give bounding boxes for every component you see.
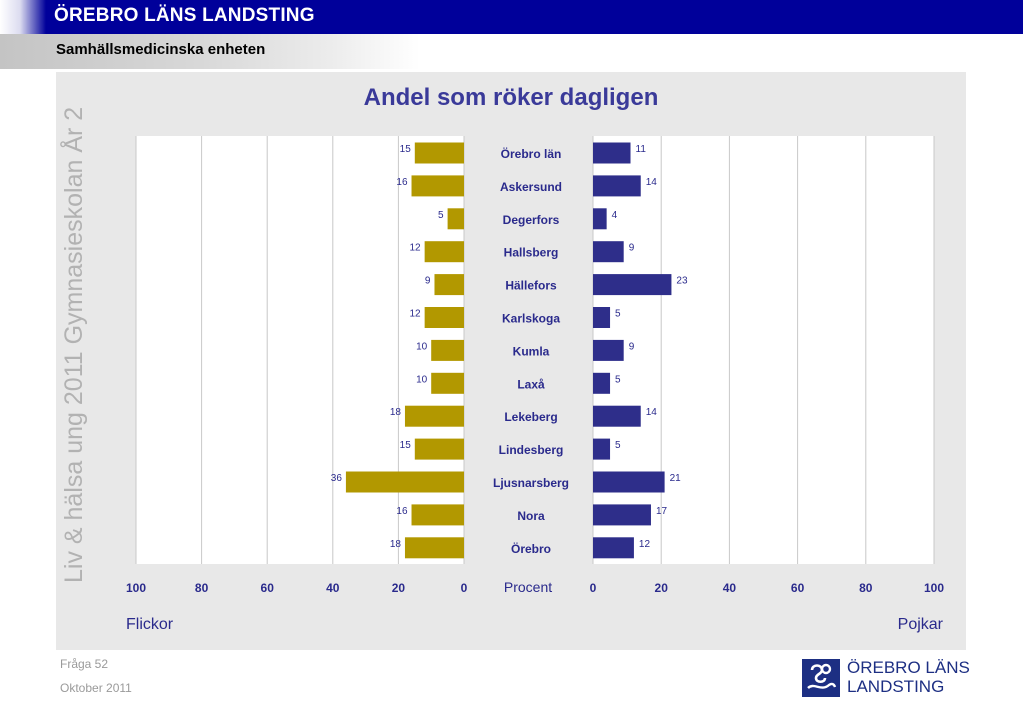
boys-value-label: 5 (615, 374, 621, 385)
girls-value-label: 10 (416, 341, 428, 352)
logo-text-line2: LANDSTING (847, 677, 945, 696)
center-axis-label: Procent (504, 579, 552, 595)
girls-value-label: 9 (425, 276, 431, 287)
category-label: Örebro län (501, 146, 562, 161)
left-tick-label: 20 (392, 581, 406, 595)
boys-bar (593, 175, 641, 197)
question-number: Fråga 52 (60, 657, 109, 671)
girls-bar (404, 405, 464, 427)
girls-bar (411, 175, 464, 197)
right-tick-label: 100 (924, 581, 944, 595)
right-tick-label: 20 (655, 581, 669, 595)
boys-bar (593, 208, 607, 230)
left-tick-label: 100 (126, 581, 146, 595)
right-plot-area (593, 136, 934, 564)
boys-bar (593, 241, 624, 263)
organization-logo: ÖREBRO LÄNS LANDSTING (801, 656, 971, 700)
girls-value-label: 12 (410, 309, 422, 320)
girls-bar (431, 372, 464, 394)
right-tick-label: 60 (791, 581, 805, 595)
boys-bar (593, 274, 672, 296)
category-label: Hallsberg (504, 246, 559, 260)
butterfly-bar-chart: 0 0 20 20 40 40 60 60 80 80 100 100 Andel som röker … (126, 84, 944, 633)
boys-bar (593, 438, 611, 460)
girls-value-label: 18 (390, 539, 402, 550)
category-label: Karlskoga (502, 312, 560, 326)
left-tick-label: 80 (195, 581, 209, 595)
left-plot-area (136, 136, 464, 564)
category-label: Lindesberg (499, 443, 564, 457)
boys-bar (593, 142, 631, 164)
organization-title: ÖREBRO LÄNS LANDSTING (54, 5, 315, 26)
boys-value-label: 17 (656, 506, 668, 517)
unit-title: Samhällsmedicinska enheten (56, 41, 266, 58)
boys-value-label: 5 (615, 440, 621, 451)
boys-bar (593, 471, 665, 493)
girls-value-label: 5 (438, 210, 444, 221)
header-bar (0, 0, 1023, 34)
right-series-label: Pojkar (898, 616, 944, 633)
logo-emblem-icon (802, 659, 840, 697)
category-label: Nora (517, 509, 545, 523)
right-tick-label: 0 (590, 581, 597, 595)
category-label: Degerfors (503, 213, 560, 227)
girls-bar (345, 471, 464, 493)
category-label: Kumla (513, 344, 550, 358)
category-label: Askersund (500, 180, 562, 194)
category-label: Örebro (511, 541, 551, 556)
girls-value-label: 36 (331, 473, 343, 484)
girls-value-label: 15 (400, 144, 412, 155)
girls-value-label: 12 (410, 243, 422, 254)
boys-value-label: 9 (629, 341, 635, 352)
boys-bar (593, 339, 624, 361)
left-series-label: Flickor (126, 616, 174, 633)
chart-panel: 0 0 20 20 40 40 60 60 80 80 100 100 Andel som röker … (56, 72, 966, 650)
chart-title: Andel som röker dagligen (364, 84, 659, 111)
category-label: Laxå (517, 377, 545, 391)
girls-value-label: 16 (396, 506, 408, 517)
girls-bar (414, 142, 464, 164)
boys-bar (593, 537, 634, 559)
left-tick-label: 0 (461, 581, 468, 595)
category-label: Lekeberg (504, 410, 557, 424)
left-tick-label: 60 (261, 581, 275, 595)
vertical-survey-caption: Liv & hälsa ung 2011 Gymnasieskolan År 2 (60, 106, 88, 583)
category-label: Hällefors (505, 279, 557, 293)
girls-bar (424, 241, 464, 263)
girls-bar (411, 504, 464, 526)
boys-bar (593, 405, 641, 427)
category-label: Ljusnarsberg (493, 476, 569, 490)
boys-bar (593, 504, 651, 526)
girls-bar (447, 208, 464, 230)
report-date: Oktober 2011 (60, 681, 132, 695)
girls-bar (424, 307, 464, 328)
girls-value-label: 15 (400, 440, 412, 451)
left-tick-label: 40 (326, 581, 340, 595)
boys-value-label: 5 (615, 309, 621, 320)
girls-bar (414, 438, 464, 460)
subheader-bar (0, 34, 1023, 69)
girls-value-label: 18 (390, 407, 402, 418)
girls-bar (434, 274, 464, 296)
girls-value-label: 16 (396, 177, 408, 188)
boys-value-label: 14 (646, 407, 658, 418)
boys-value-label: 12 (639, 539, 651, 550)
boys-value-label: 11 (636, 144, 647, 155)
right-tick-label: 40 (723, 581, 737, 595)
boys-bar (593, 307, 611, 328)
boys-value-label: 14 (646, 177, 658, 188)
girls-bar (404, 537, 464, 559)
girls-value-label: 10 (416, 374, 428, 385)
girls-bar (431, 339, 464, 361)
boys-bar (593, 372, 611, 394)
boys-value-label: 23 (676, 276, 688, 287)
right-tick-label: 80 (859, 581, 873, 595)
boys-value-label: 4 (612, 210, 618, 221)
boys-value-label: 9 (629, 243, 635, 254)
boys-value-label: 21 (670, 473, 682, 484)
logo-text-line1: ÖREBRO LÄNS (847, 658, 970, 677)
